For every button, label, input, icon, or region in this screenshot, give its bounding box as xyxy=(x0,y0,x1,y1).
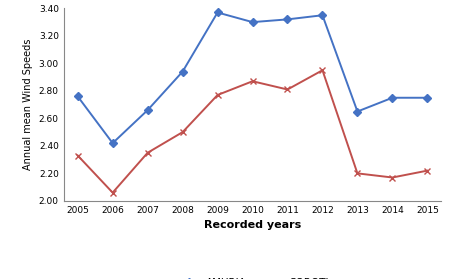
Legend: AMURIA, SOROTI: AMURIA, SOROTI xyxy=(172,274,333,279)
AMURIA xyxy=(215,11,220,14)
X-axis label: Recorded years: Recorded years xyxy=(204,220,301,230)
AMURIA xyxy=(425,96,430,99)
SOROTI xyxy=(110,191,116,194)
SOROTI xyxy=(355,172,360,175)
AMURIA xyxy=(145,109,150,112)
SOROTI xyxy=(320,69,325,72)
AMURIA xyxy=(75,95,81,98)
AMURIA xyxy=(180,70,185,73)
SOROTI xyxy=(389,176,395,179)
SOROTI xyxy=(425,169,430,172)
Line: SOROTI: SOROTI xyxy=(74,67,431,196)
AMURIA xyxy=(355,110,360,113)
SOROTI xyxy=(215,93,220,97)
SOROTI xyxy=(250,80,255,83)
AMURIA xyxy=(250,20,255,24)
AMURIA xyxy=(110,141,116,145)
AMURIA xyxy=(285,18,290,21)
SOROTI xyxy=(145,151,150,155)
SOROTI xyxy=(180,131,185,134)
AMURIA xyxy=(320,14,325,17)
SOROTI xyxy=(285,88,290,91)
AMURIA xyxy=(389,96,395,99)
Line: AMURIA: AMURIA xyxy=(75,10,430,146)
SOROTI xyxy=(75,154,81,157)
Y-axis label: Annual mean Wind Speeds: Annual mean Wind Speeds xyxy=(23,39,33,170)
